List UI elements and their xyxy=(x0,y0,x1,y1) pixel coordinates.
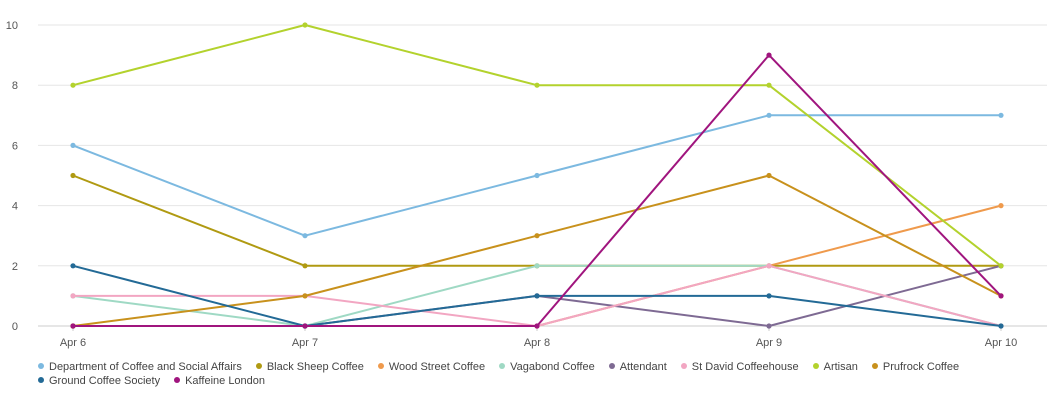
legend-label: Ground Coffee Society xyxy=(49,375,161,387)
data-point[interactable] xyxy=(534,233,540,239)
legend-label: Prufrock Coffee xyxy=(882,361,960,373)
legend-marker xyxy=(871,363,878,370)
legend-label: Artisan xyxy=(823,361,858,373)
legend-item[interactable]: Kaffeine London xyxy=(174,374,265,388)
legend-label: Kaffeine London xyxy=(185,375,266,387)
legend-item[interactable]: Department of Coffee and Social Affairs xyxy=(38,360,242,374)
data-point[interactable] xyxy=(70,142,76,148)
x-tick-label: Apr 8 xyxy=(524,337,550,349)
data-point[interactable] xyxy=(534,172,540,179)
y-tick-label: 10 xyxy=(6,20,18,32)
data-point[interactable] xyxy=(70,82,76,88)
series-line xyxy=(72,174,1001,267)
legend-marker xyxy=(38,377,44,384)
y-axis-ticks: 0 2 4 6 8 10 xyxy=(6,20,18,333)
series-kaffeine-london xyxy=(70,52,1004,329)
data-point[interactable] xyxy=(302,233,308,239)
series-department-of-coffee-and-social-affairs xyxy=(70,112,1004,239)
y-tick-label: 2 xyxy=(12,261,18,273)
series-artisan xyxy=(70,22,1004,269)
data-point[interactable] xyxy=(534,263,540,269)
series-black-sheep-coffee xyxy=(70,172,1004,269)
legend-marker xyxy=(812,363,819,370)
legend-item[interactable]: Vagabond Coffee xyxy=(499,360,595,374)
data-point[interactable] xyxy=(766,172,772,179)
data-point[interactable] xyxy=(302,293,308,299)
data-point[interactable] xyxy=(534,323,540,329)
x-axis-ticks: Apr 6 Apr 7 Apr 8 Apr 9 Apr 10 xyxy=(60,326,1017,349)
data-point[interactable] xyxy=(998,293,1004,299)
legend-marker xyxy=(377,363,384,370)
legend-label: Vagabond Coffee xyxy=(510,361,595,373)
series-prufrock-coffee xyxy=(70,172,1004,329)
legend-item[interactable]: Prufrock Coffee xyxy=(871,360,960,374)
data-point[interactable] xyxy=(534,293,540,299)
legend-item[interactable]: Attendant xyxy=(608,360,667,374)
y-tick-label: 0 xyxy=(12,321,18,333)
legend-item[interactable]: Artisan xyxy=(812,360,858,374)
series-lines xyxy=(70,22,1004,329)
series-line xyxy=(73,54,1002,327)
data-point[interactable] xyxy=(302,263,308,269)
legend-label: Wood Street Coffee xyxy=(388,361,486,373)
x-tick-label: Apr 6 xyxy=(60,337,86,349)
data-point[interactable] xyxy=(766,82,772,88)
legend-marker xyxy=(499,363,506,370)
y-tick-label: 6 xyxy=(12,140,18,152)
legend-item[interactable]: Wood Street Coffee xyxy=(377,360,486,374)
gridlines xyxy=(38,24,1047,327)
y-tick-label: 4 xyxy=(12,201,18,213)
data-point[interactable] xyxy=(70,323,76,329)
data-point[interactable] xyxy=(302,22,308,28)
x-tick-label: Apr 10 xyxy=(985,337,1017,349)
legend-label: Black Sheep Coffee xyxy=(266,361,364,373)
x-tick-label: Apr 9 xyxy=(756,337,782,349)
data-point[interactable] xyxy=(302,323,308,329)
legend-item[interactable]: St David Coffeehouse xyxy=(680,360,799,374)
data-point[interactable] xyxy=(766,293,772,299)
legend-item[interactable]: Ground Coffee Society xyxy=(38,374,160,388)
legend-label: St David Coffeehouse xyxy=(691,361,799,373)
legend: Department of Coffee and Social Affairs B… xyxy=(38,360,1038,388)
legend-marker xyxy=(255,363,262,370)
data-point[interactable] xyxy=(766,52,772,58)
data-point[interactable] xyxy=(998,323,1004,329)
data-point[interactable] xyxy=(766,323,772,329)
series-line xyxy=(72,174,1002,327)
legend-marker xyxy=(38,363,44,370)
x-tick-label: Apr 7 xyxy=(292,337,318,349)
data-point[interactable] xyxy=(534,82,540,88)
data-point[interactable] xyxy=(766,263,772,269)
data-point[interactable] xyxy=(70,263,76,269)
data-point[interactable] xyxy=(70,293,76,299)
y-tick-label: 8 xyxy=(12,80,18,92)
legend-marker xyxy=(680,363,687,370)
legend-item[interactable]: Black Sheep Coffee xyxy=(255,360,364,374)
legend-label: Department of Coffee and Social Affairs xyxy=(49,361,242,373)
legend-marker xyxy=(608,363,615,370)
data-point[interactable] xyxy=(998,112,1004,118)
data-point[interactable] xyxy=(70,172,76,179)
data-point[interactable] xyxy=(998,203,1004,209)
data-point[interactable] xyxy=(766,112,772,118)
legend-label: Attendant xyxy=(619,361,667,373)
legend-marker xyxy=(174,377,181,384)
data-point[interactable] xyxy=(998,263,1004,269)
